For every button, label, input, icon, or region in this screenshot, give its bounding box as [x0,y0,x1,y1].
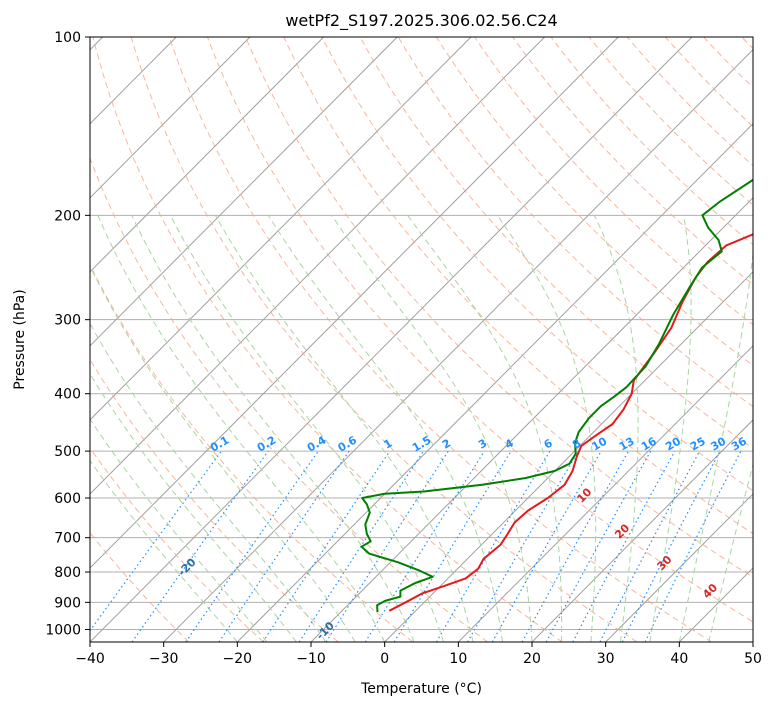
x-tick-label: 30 [597,651,615,667]
x-tick-label: 40 [670,651,688,667]
y-tick-label: 1000 [45,622,81,638]
x-tick-label: −40 [75,651,105,667]
y-tick-label: 100 [54,30,81,46]
y-tick-label: 900 [54,595,81,611]
x-tick-label: −20 [223,651,253,667]
y-tick-label: 800 [54,565,81,581]
x-tick-label: −10 [296,651,326,667]
x-tick-label: 20 [523,651,541,667]
y-tick-label: 600 [54,491,81,507]
plot-background [90,37,753,642]
y-tick-label: 500 [54,444,81,460]
y-tick-label: 400 [54,387,81,403]
y-axis-label: Pressure (hPa) [12,289,28,389]
y-tick-label: 700 [54,531,81,547]
x-tick-label: 10 [449,651,467,667]
chart-title: wetPf2_S197.2025.306.02.56.C24 [285,11,557,31]
y-tick-label: 200 [54,208,81,224]
x-tick-label: 0 [380,651,389,667]
x-tick-label: 50 [744,651,762,667]
y-tick-label: 300 [54,313,81,329]
isotherm-line [753,37,775,642]
x-tick-label: −30 [149,651,179,667]
x-axis-label: Temperature (°C) [360,681,482,697]
